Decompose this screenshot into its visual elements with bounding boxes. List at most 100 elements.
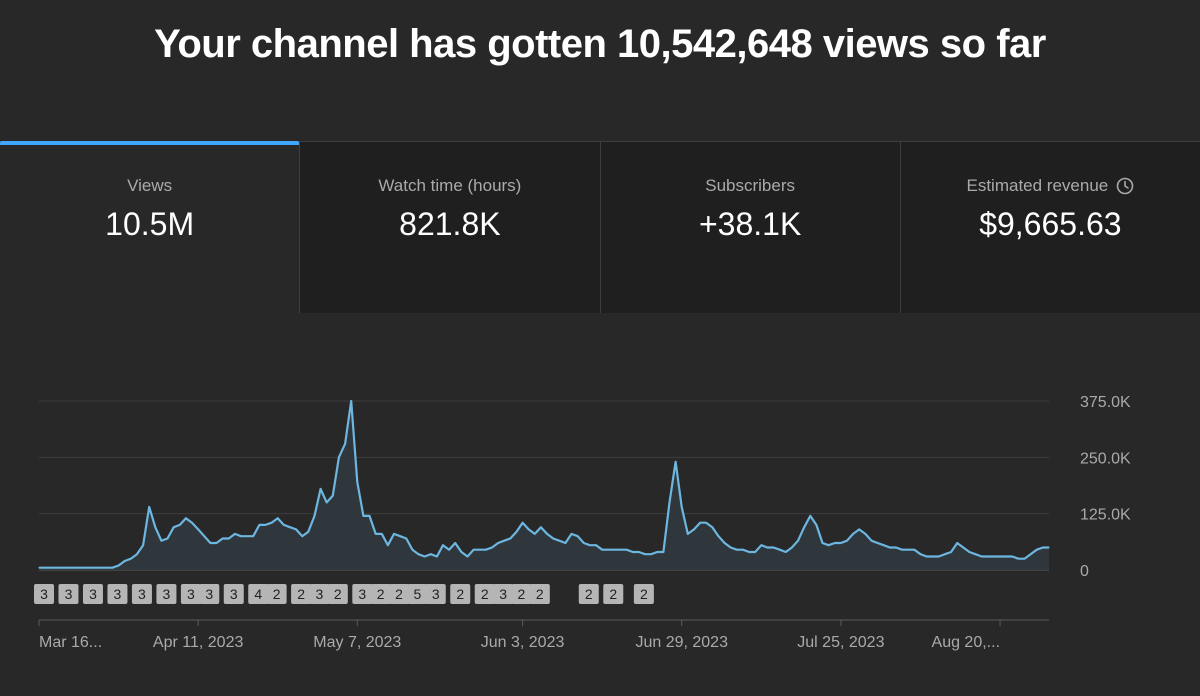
data-point <box>962 546 964 549</box>
video-marker[interactable]: 3 <box>82 584 103 604</box>
data-point <box>448 549 450 551</box>
tab-subscribers[interactable]: Subscribers +38.1K <box>600 142 901 314</box>
video-marker[interactable]: 3 <box>425 584 446 604</box>
data-point <box>870 540 873 542</box>
clock-icon[interactable] <box>1116 177 1134 195</box>
data-point <box>662 551 665 553</box>
video-marker[interactable]: 3 <box>352 584 373 604</box>
data-point <box>405 537 407 540</box>
page-title: Your channel has gotten 10,542,648 views… <box>154 22 1046 66</box>
data-point <box>913 549 915 551</box>
tab-estimated-revenue[interactable]: Estimated revenue $9,665.63 <box>900 142 1200 314</box>
video-marker-box <box>266 584 287 604</box>
video-marker-count: 2 <box>640 586 648 602</box>
video-marker-count: 3 <box>432 586 440 602</box>
video-marker[interactable]: 3 <box>180 584 201 604</box>
views-chart-panel: 375.0K 250.0K 125.0K 0 3 3 3 3 3 3 3 3 3 4 2 2 3 2 3 2 2 5 3 2 2… <box>0 313 1200 691</box>
data-point <box>197 528 199 530</box>
video-marker[interactable]: 2 <box>327 584 348 604</box>
video-marker[interactable]: 3 <box>223 584 244 604</box>
data-point <box>883 544 885 546</box>
data-point <box>485 549 487 551</box>
data-point <box>687 533 689 535</box>
video-marker[interactable]: 2 <box>389 584 410 604</box>
video-marker[interactable]: 5 <box>407 584 428 604</box>
data-point <box>577 535 579 537</box>
data-point <box>834 542 836 544</box>
data-point <box>1017 558 1020 560</box>
data-point <box>950 551 952 553</box>
video-marker[interactable]: 2 <box>291 584 312 604</box>
data-point <box>99 567 101 569</box>
video-marker[interactable]: 2 <box>511 584 532 604</box>
tab-watch-time[interactable]: Watch time (hours) 821.8K <box>300 142 601 314</box>
data-point <box>87 567 89 569</box>
data-point <box>264 524 267 526</box>
data-point <box>160 540 162 542</box>
data-point <box>993 555 995 558</box>
data-point <box>779 549 781 551</box>
video-marker[interactable]: 2 <box>529 584 550 604</box>
data-point <box>215 542 218 544</box>
video-marker-count: 2 <box>334 586 342 602</box>
video-marker-box <box>389 584 410 604</box>
data-point <box>785 551 787 553</box>
video-marker-box <box>450 584 471 604</box>
data-point <box>528 528 530 530</box>
video-marker-count: 3 <box>89 586 97 602</box>
data-point <box>69 567 71 569</box>
video-marker-count: 2 <box>297 586 305 602</box>
data-point <box>399 535 401 537</box>
video-marker[interactable]: 3 <box>309 584 330 604</box>
video-marker[interactable]: 2 <box>370 584 391 604</box>
video-marker[interactable]: 3 <box>493 584 514 604</box>
video-marker[interactable]: 2 <box>474 584 495 604</box>
video-marker[interactable]: 3 <box>131 584 152 604</box>
data-point <box>877 542 879 544</box>
tab-watch-time-value: 821.8K <box>399 206 501 242</box>
video-marker[interactable]: 3 <box>107 584 128 604</box>
data-point <box>424 555 426 558</box>
video-marker-count: 3 <box>114 586 122 602</box>
data-point <box>632 551 634 553</box>
video-marker[interactable]: 2 <box>633 584 654 604</box>
data-point <box>222 537 224 540</box>
data-point <box>809 515 811 517</box>
data-point <box>828 544 830 546</box>
video-marker[interactable]: 3 <box>34 584 54 604</box>
video-marker-box <box>156 584 177 604</box>
data-point <box>522 522 524 524</box>
data-point <box>889 546 891 549</box>
data-point <box>644 553 646 555</box>
video-marker[interactable]: 2 <box>450 584 471 604</box>
video-marker-box <box>633 584 654 604</box>
data-point <box>307 531 309 533</box>
video-marker[interactable]: 4 <box>248 584 269 604</box>
video-marker-box <box>131 584 152 604</box>
data-point <box>656 551 658 553</box>
metric-tabs: Views 10.5M Watch time (hours) 821.8K Su… <box>0 141 1200 314</box>
tab-subscribers-value: +38.1K <box>698 206 802 242</box>
video-marker[interactable]: 2 <box>603 584 624 604</box>
video-marker-box <box>199 584 220 604</box>
video-marker-count: 2 <box>609 586 617 602</box>
data-point <box>393 533 395 535</box>
data-point <box>466 555 469 558</box>
data-point <box>136 553 138 555</box>
tab-views-label: Views <box>127 176 173 195</box>
video-marker[interactable]: 3 <box>156 584 177 604</box>
data-point <box>534 533 536 535</box>
video-marker-count: 2 <box>518 586 526 602</box>
video-marker[interactable]: 3 <box>58 584 79 604</box>
data-point <box>595 544 597 546</box>
data-point <box>699 522 701 524</box>
video-marker[interactable]: 2 <box>578 584 599 604</box>
data-point <box>289 526 291 528</box>
data-point <box>1011 555 1013 558</box>
video-marker-box <box>529 584 550 604</box>
tab-views[interactable]: Views 10.5M <box>0 141 301 314</box>
video-marker[interactable]: 2 <box>266 584 287 604</box>
video-marker[interactable]: 3 <box>199 584 220 604</box>
data-point <box>411 549 413 551</box>
